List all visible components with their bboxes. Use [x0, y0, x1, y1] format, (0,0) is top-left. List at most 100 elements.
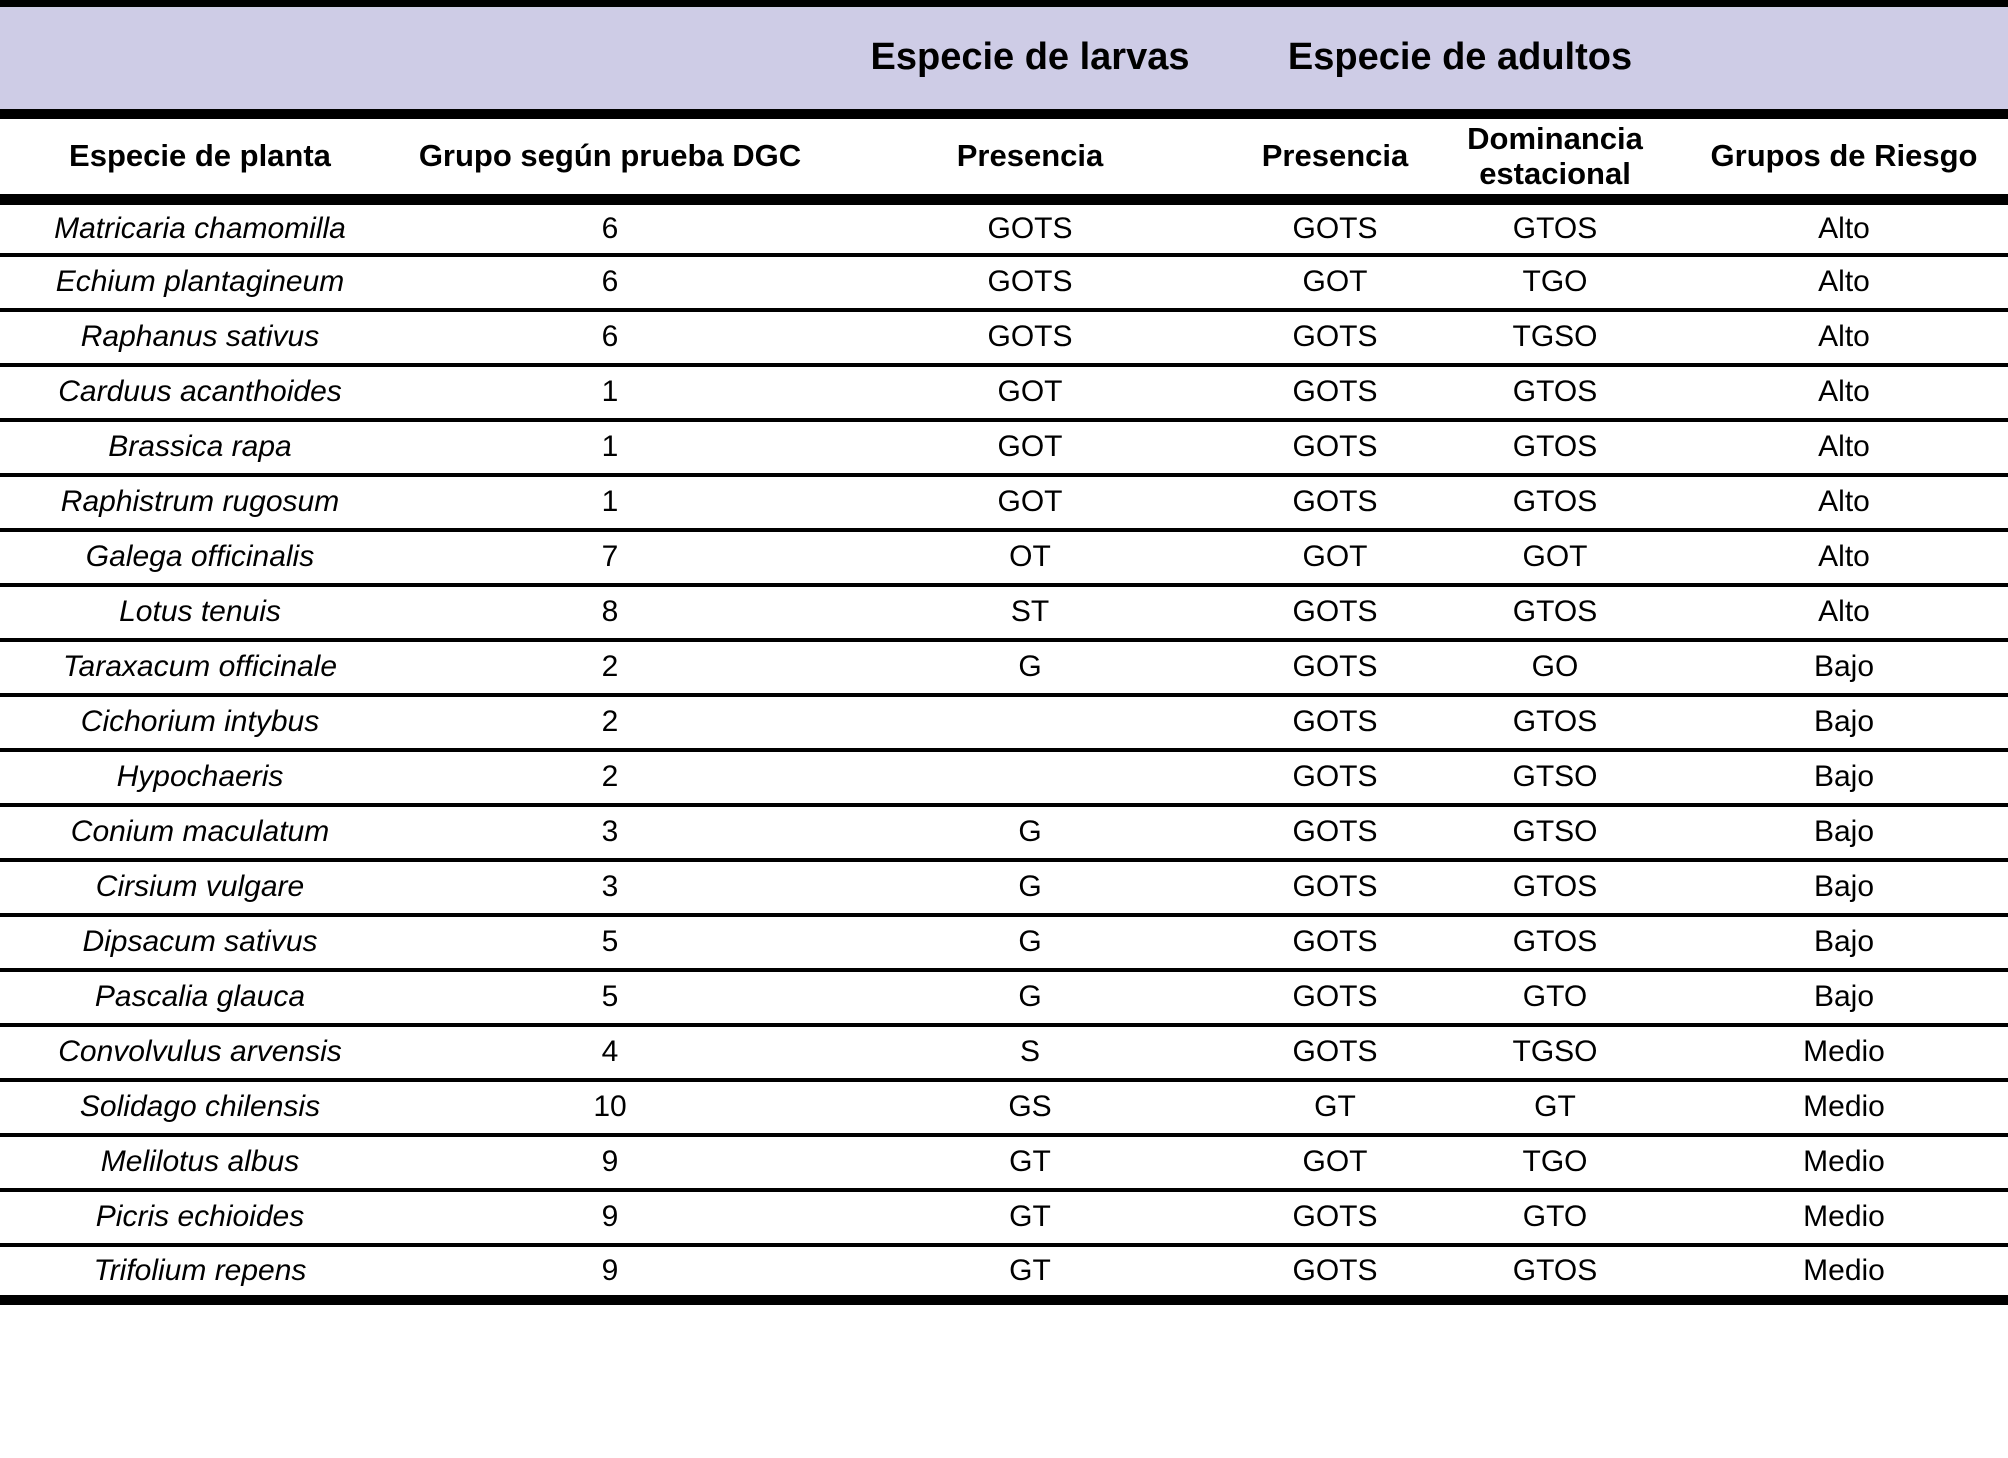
cell-adults-presence: GOTS [1240, 1189, 1430, 1247]
cell-risk-group: Bajo [1680, 639, 2008, 697]
cell-risk-group: Bajo [1680, 749, 2008, 807]
cell-adults-presence: GOTS [1240, 584, 1430, 642]
cell-dgc-group: 2 [400, 694, 820, 752]
cell-seasonal-dominance: GTOS [1430, 914, 1681, 972]
cell-dgc-group: 4 [400, 1024, 820, 1082]
cell-risk-group: Medio [1680, 1189, 2008, 1247]
col-header-especie-planta: Especie de planta [0, 113, 400, 205]
cell-seasonal-dominance: GO [1430, 639, 1681, 697]
table-row: Echium plantagineum 6 GOTS GOT TGO Alto [0, 254, 2008, 312]
cell-seasonal-dominance: GTO [1430, 1189, 1681, 1247]
cell-seasonal-dominance: GTOS [1430, 474, 1681, 532]
cell-adults-presence: GOTS [1240, 804, 1430, 862]
cell-larvas-presence: GOTS [820, 199, 1240, 257]
cell-dgc-group: 10 [400, 1079, 820, 1137]
cell-adults-presence: GOTS [1240, 474, 1430, 532]
cell-dgc-group: 2 [400, 639, 820, 697]
cell-adults-presence: GOTS [1240, 1024, 1430, 1082]
cell-risk-group: Bajo [1680, 914, 2008, 972]
cell-risk-group: Alto [1680, 584, 2008, 642]
table-column-header-row: Especie de planta Grupo según prueba DGC… [0, 113, 2008, 205]
cell-adults-presence: GOT [1240, 529, 1430, 587]
table-row: Picris echioides 9 GT GOTS GTO Medio [0, 1189, 2008, 1247]
cell-species: Galega officinalis [0, 529, 400, 587]
table-row: Taraxacum officinale 2 G GOTS GO Bajo [0, 639, 2008, 697]
cell-species: Trifolium repens [0, 1244, 400, 1305]
cell-dgc-group: 5 [400, 914, 820, 972]
cell-adults-presence: GOTS [1240, 309, 1430, 367]
table-row: Solidago chilensis 10 GS GT GT Medio [0, 1079, 2008, 1137]
cell-risk-group: Bajo [1680, 969, 2008, 1027]
col-header-grupo-dgc: Grupo según prueba DGC [400, 113, 820, 205]
cell-dgc-group: 1 [400, 419, 820, 477]
cell-larvas-presence: G [820, 969, 1240, 1027]
cell-larvas-presence [820, 749, 1240, 807]
band-header-adultos: Especie de adultos [1240, 0, 1681, 119]
band-spacer-right [1680, 0, 2008, 119]
cell-larvas-presence: G [820, 639, 1240, 697]
cell-species: Cichorium intybus [0, 694, 400, 752]
cell-adults-presence: GOTS [1240, 199, 1430, 257]
cell-risk-group: Bajo [1680, 804, 2008, 862]
cell-species: Conium maculatum [0, 804, 400, 862]
cell-seasonal-dominance: GTOS [1430, 199, 1681, 257]
cell-seasonal-dominance: GTSO [1430, 804, 1681, 862]
cell-seasonal-dominance: GOT [1430, 529, 1681, 587]
cell-larvas-presence: G [820, 859, 1240, 917]
cell-seasonal-dominance: GTOS [1430, 584, 1681, 642]
cell-larvas-presence: GOT [820, 364, 1240, 422]
cell-dgc-group: 8 [400, 584, 820, 642]
cell-seasonal-dominance: GTOS [1430, 419, 1681, 477]
cell-species: Picris echioides [0, 1189, 400, 1247]
cell-seasonal-dominance: GTOS [1430, 364, 1681, 422]
table-row: Matricaria chamomilla 6 GOTS GOTS GTOS Alto [0, 199, 2008, 257]
cell-seasonal-dominance: GTOS [1430, 1244, 1681, 1305]
cell-seasonal-dominance: GT [1430, 1079, 1681, 1137]
cell-dgc-group: 9 [400, 1134, 820, 1192]
cell-adults-presence: GOTS [1240, 639, 1430, 697]
table-row: Carduus acanthoides 1 GOT GOTS GTOS Alto [0, 364, 2008, 422]
cell-risk-group: Medio [1680, 1244, 2008, 1305]
col-header-presencia-larvas: Presencia [820, 113, 1240, 205]
cell-dgc-group: 1 [400, 474, 820, 532]
cell-larvas-presence: OT [820, 529, 1240, 587]
cell-species: Carduus acanthoides [0, 364, 400, 422]
cell-risk-group: Alto [1680, 474, 2008, 532]
table-row: Raphistrum rugosum 1 GOT GOTS GTOS Alto [0, 474, 2008, 532]
cell-seasonal-dominance: GTO [1430, 969, 1681, 1027]
cell-species: Taraxacum officinale [0, 639, 400, 697]
table-row: Dipsacum sativus 5 G GOTS GTOS Bajo [0, 914, 2008, 972]
cell-risk-group: Alto [1680, 364, 2008, 422]
table-band-row: Especie de larvas Especie de adultos [0, 0, 2008, 119]
cell-species: Cirsium vulgare [0, 859, 400, 917]
cell-risk-group: Alto [1680, 199, 2008, 257]
cell-adults-presence: GOT [1240, 254, 1430, 312]
cell-larvas-presence: GT [820, 1134, 1240, 1192]
col-header-presencia-adultos: Presencia [1240, 113, 1430, 205]
cell-adults-presence: GT [1240, 1079, 1430, 1137]
cell-dgc-group: 6 [400, 199, 820, 257]
cell-dgc-group: 7 [400, 529, 820, 587]
cell-dgc-group: 9 [400, 1244, 820, 1305]
table-row: Conium maculatum 3 G GOTS GTSO Bajo [0, 804, 2008, 862]
cell-larvas-presence: ST [820, 584, 1240, 642]
cell-adults-presence: GOT [1240, 1134, 1430, 1192]
cell-seasonal-dominance: TGSO [1430, 309, 1681, 367]
cell-larvas-presence: GOTS [820, 254, 1240, 312]
cell-species: Convolvulus arvensis [0, 1024, 400, 1082]
cell-adults-presence: GOTS [1240, 1244, 1430, 1305]
cell-adults-presence: GOTS [1240, 859, 1430, 917]
table-row: Lotus tenuis 8 ST GOTS GTOS Alto [0, 584, 2008, 642]
cell-larvas-presence: GS [820, 1079, 1240, 1137]
cell-seasonal-dominance: GTOS [1430, 859, 1681, 917]
cell-adults-presence: GOTS [1240, 969, 1430, 1027]
col-header-grupos-riesgo: Grupos de Riesgo [1680, 113, 2008, 205]
cell-risk-group: Medio [1680, 1024, 2008, 1082]
cell-seasonal-dominance: GTSO [1430, 749, 1681, 807]
cell-risk-group: Alto [1680, 529, 2008, 587]
cell-dgc-group: 3 [400, 859, 820, 917]
cell-adults-presence: GOTS [1240, 419, 1430, 477]
cell-adults-presence: GOTS [1240, 364, 1430, 422]
cell-larvas-presence: GOT [820, 419, 1240, 477]
band-header-larvas: Especie de larvas [820, 0, 1240, 119]
